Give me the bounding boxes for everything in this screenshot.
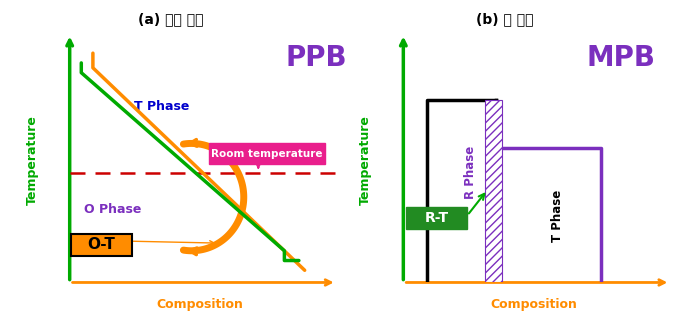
Bar — [406, 207, 467, 229]
Text: T Phase: T Phase — [551, 189, 563, 241]
Text: Temperature: Temperature — [26, 116, 39, 205]
Text: Room temperature: Room temperature — [212, 149, 323, 159]
Bar — [485, 100, 502, 282]
Text: (a) 기존 연구: (a) 기존 연구 — [138, 12, 204, 26]
Text: R-T: R-T — [424, 211, 449, 225]
Text: O-T: O-T — [87, 237, 115, 252]
Text: R Phase: R Phase — [464, 146, 477, 199]
Text: O Phase: O Phase — [84, 203, 142, 216]
FancyBboxPatch shape — [209, 143, 325, 164]
Text: T Phase: T Phase — [134, 100, 189, 113]
Text: Composition: Composition — [157, 298, 243, 311]
Text: Temperature: Temperature — [359, 116, 372, 205]
Text: Composition: Composition — [490, 298, 578, 311]
Text: PPB: PPB — [285, 44, 347, 72]
Text: (b) 본 연구: (b) 본 연구 — [476, 12, 534, 26]
Bar — [71, 234, 132, 256]
Text: MPB: MPB — [586, 44, 656, 72]
